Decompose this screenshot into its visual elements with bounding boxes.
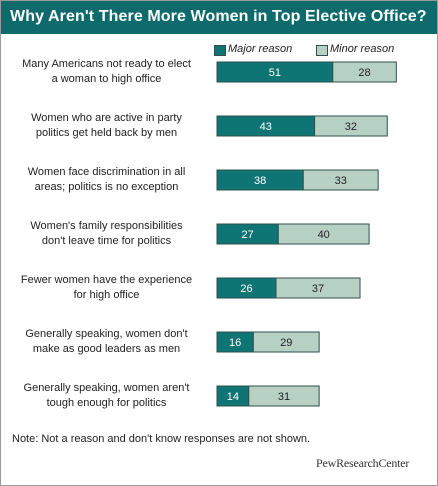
data-label-minor: 28: [358, 67, 370, 79]
category-label-line: Women who are active in party: [31, 112, 182, 124]
chart-title: Why Aren't There More Women in Top Elect…: [10, 8, 427, 25]
category-label-line: make as good leaders as men: [32, 343, 181, 355]
category-label-line: for high office: [73, 289, 140, 301]
category-label: Many Americans not ready to elect a woman…: [8, 57, 205, 87]
brand-logo: PewResearchCenter: [316, 456, 410, 470]
footnote: Note: Not a reason and don't know respon…: [12, 433, 311, 445]
category-label: Generally speaking, women aren't tough en…: [8, 381, 205, 411]
bar-minor-reason: [302, 169, 379, 191]
category-label-line: tough enough for politics: [46, 397, 167, 409]
data-label-major: 16: [229, 337, 241, 349]
bar-minor-reason: [252, 331, 320, 353]
data-label-minor: 37: [312, 283, 324, 295]
category-label-line: a woman to high office: [51, 73, 162, 85]
category-label-line: Fewer women have the experience: [20, 274, 193, 286]
category-label-line: Women face discrimination in all: [27, 166, 186, 178]
data-label-minor: 29: [280, 337, 292, 349]
legend-label-minor: Minor reason: [330, 43, 395, 55]
category-label: Women who are active in party politics ge…: [8, 111, 205, 141]
bar-minor-reason: [248, 385, 320, 407]
data-label-major: 27: [242, 229, 254, 241]
category-label: Women face discrimination in all areas; p…: [8, 165, 205, 195]
category-label-line: don't leave time for politics: [41, 235, 172, 247]
category-label-line: Women's family responsibilities: [30, 220, 183, 232]
category-label-line: Generally speaking, women aren't: [23, 382, 190, 394]
legend-label-major: Major reason: [228, 43, 293, 55]
data-label-major: 14: [227, 391, 239, 403]
data-label-minor: 32: [345, 121, 357, 133]
data-label-minor: 40: [318, 229, 330, 241]
legend-swatch-major: [214, 45, 226, 56]
title-bar: Why Aren't There More Women in Top Elect…: [1, 1, 437, 34]
category-label: Generally speaking, women don't make as g…: [8, 327, 205, 357]
data-label-major: 43: [260, 121, 272, 133]
bar-minor-reason: [332, 61, 397, 83]
data-label-major: 38: [254, 175, 266, 187]
category-label-line: Many Americans not ready to elect: [22, 58, 191, 70]
category-label: Women's family responsibilities don't lea…: [8, 219, 205, 249]
data-label-minor: 33: [335, 175, 347, 187]
data-label-major: 51: [269, 67, 281, 79]
category-label-line: areas; politics is no exception: [34, 181, 179, 193]
category-label-line: Generally speaking, women don't: [25, 328, 188, 340]
legend-swatch-minor: [316, 45, 328, 56]
bar-minor-reason: [277, 223, 370, 245]
category-label-line: politics get held back by men: [35, 127, 178, 139]
bar-minor-reason: [314, 115, 388, 137]
data-label-major: 26: [240, 283, 252, 295]
data-label-minor: 31: [278, 391, 290, 403]
bar-minor-reason: [275, 277, 361, 299]
category-label: Fewer women have the experience for high …: [8, 273, 205, 303]
